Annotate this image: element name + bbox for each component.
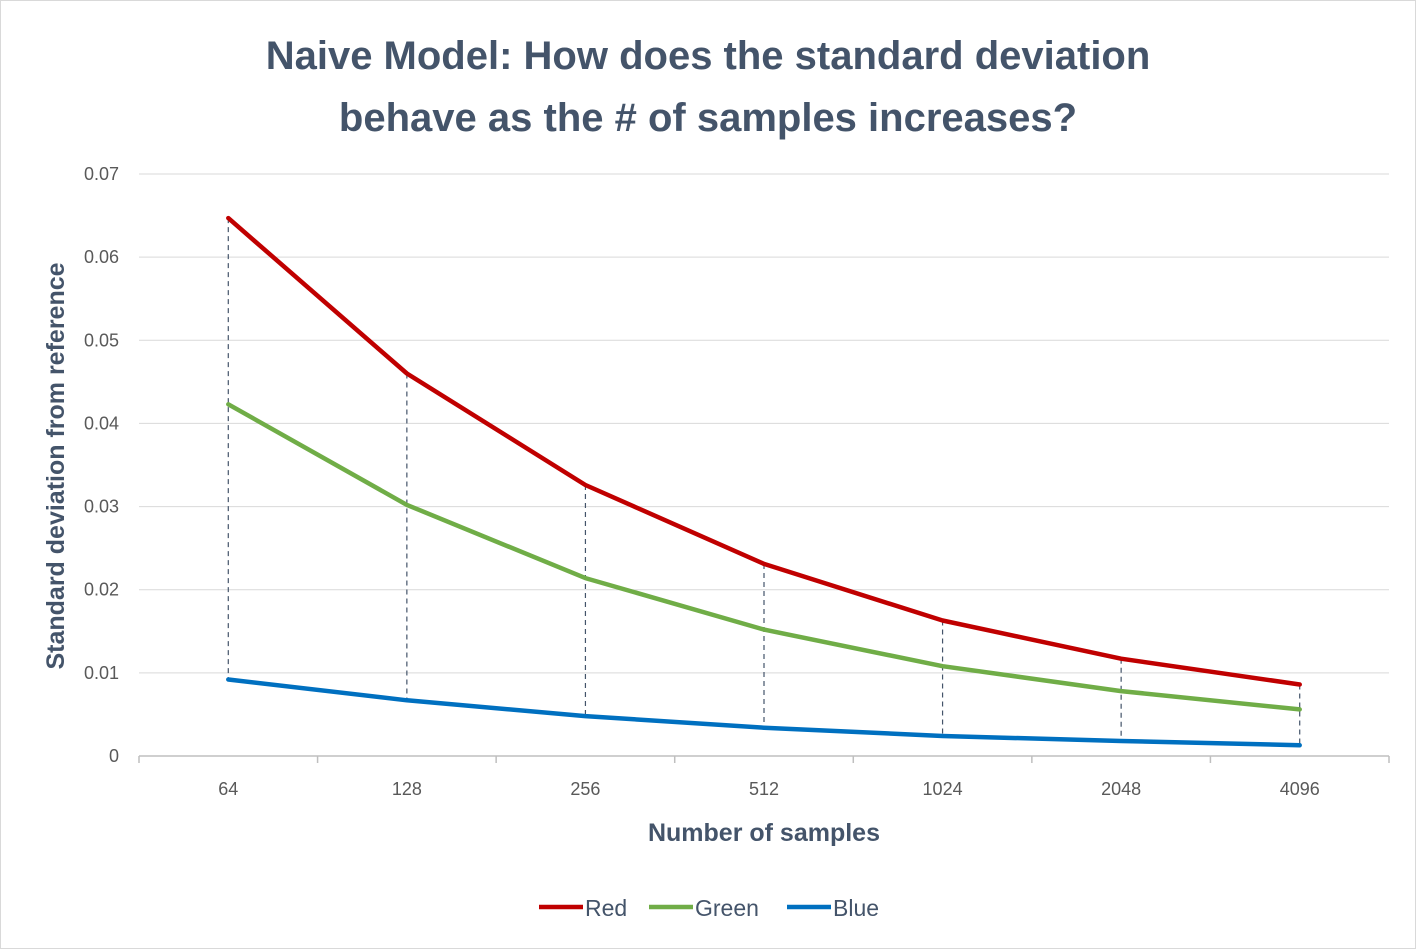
y-tick-label: 0.01 <box>84 663 119 683</box>
series-line-green <box>226 402 1302 712</box>
series-line-red <box>226 215 1302 687</box>
x-tick-label: 512 <box>749 779 779 799</box>
chart-title-line-1: Naive Model: How does the standard devia… <box>266 34 1151 78</box>
legend-item-green: Green <box>649 895 759 921</box>
legend-label-red: Red <box>585 895 627 921</box>
y-axis-title: Standard deviation from reference <box>42 262 70 669</box>
y-tick-label: 0.06 <box>84 247 119 267</box>
x-axis <box>138 755 1390 763</box>
series-line-blue <box>226 677 1302 748</box>
y-tick-label: 0.04 <box>84 413 119 433</box>
x-tick-label: 1024 <box>923 779 963 799</box>
y-axis-tick-labels: 0 0.01 0.02 0.03 0.04 0.05 0.06 0.07 <box>84 164 119 766</box>
x-tick-label: 64 <box>218 779 238 799</box>
chart-title: Naive Model: How does the standard devia… <box>266 34 1151 140</box>
x-tick-label: 256 <box>570 779 600 799</box>
y-tick-label: 0.05 <box>84 330 119 350</box>
chart-title-line-2: behave as the # of samples increases? <box>339 96 1077 140</box>
y-tick-label: 0.03 <box>84 497 119 517</box>
y-tick-label: 0.02 <box>84 580 119 600</box>
gridlines <box>139 173 1389 674</box>
x-tick-label: 4096 <box>1280 779 1320 799</box>
legend-item-red: Red <box>539 895 627 921</box>
y-tick-label: 0 <box>109 746 119 766</box>
legend: Red Green Blue <box>539 895 879 921</box>
data-series <box>226 215 1302 748</box>
x-axis-tick-labels: 64 128 256 512 1024 2048 4096 <box>218 779 1319 799</box>
legend-item-blue: Blue <box>787 895 879 921</box>
x-tick-label: 128 <box>392 779 422 799</box>
drop-lines <box>227 218 1301 746</box>
x-tick-label: 2048 <box>1101 779 1141 799</box>
legend-label-blue: Blue <box>833 895 879 921</box>
legend-label-green: Green <box>695 895 759 921</box>
y-tick-label: 0.07 <box>84 164 119 184</box>
x-axis-title: Number of samples <box>648 819 880 847</box>
